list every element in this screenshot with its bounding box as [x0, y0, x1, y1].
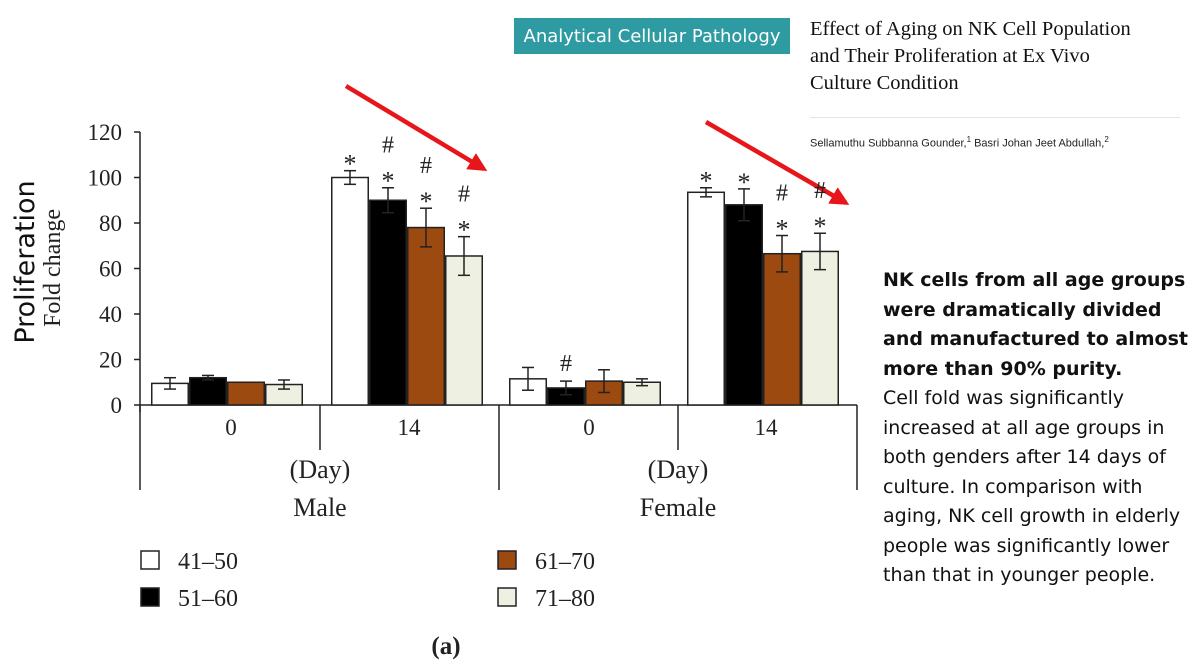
bar	[687, 191, 725, 406]
significance-mark: *	[344, 150, 357, 179]
bar	[509, 378, 547, 406]
paper-authors: Sellamuthu Subbanna Gounder,1 Basri Joha…	[810, 135, 1109, 150]
bar	[445, 255, 483, 406]
note-highlight: NK cells from all age groups were dramat…	[883, 269, 1188, 380]
bar	[407, 226, 445, 406]
x-tick-label: 0	[225, 415, 237, 440]
significance-mark: #	[814, 178, 826, 204]
x-tick-label: 0	[583, 415, 595, 440]
legend-label: 71–80	[535, 586, 595, 612]
x-tick-label: 14	[398, 415, 422, 440]
significance-mark: *	[814, 212, 827, 241]
x-tick-label: 14	[755, 415, 779, 440]
x-group-label: Male	[293, 493, 346, 522]
bar	[801, 250, 839, 406]
significance-mark: *	[776, 215, 789, 244]
paper-title: Effect of Aging on NK Cell Population an…	[810, 18, 1131, 94]
author-1: Sellamuthu Subbanna Gounder,	[810, 137, 967, 150]
x-group-label: Female	[640, 493, 717, 522]
legend-swatch	[497, 587, 517, 607]
y-tick-label: 100	[88, 166, 123, 191]
significance-mark: #	[458, 182, 470, 208]
bar	[189, 376, 227, 406]
y-axis-subtitle: Fold change	[40, 209, 66, 327]
y-tick-label: 20	[99, 348, 122, 373]
significance-mark: *	[420, 187, 433, 216]
significance-mark: *	[738, 168, 751, 197]
significance-mark: #	[776, 181, 788, 207]
journal-name: Analytical Cellular Pathology	[523, 25, 781, 47]
panel-label: (a)	[431, 633, 460, 660]
bar	[369, 199, 407, 406]
trend-arrow	[344, 84, 488, 171]
title-divider	[810, 117, 1180, 118]
trend-arrow	[704, 120, 850, 205]
y-tick-label: 40	[99, 302, 122, 327]
bar	[763, 252, 801, 406]
bar	[725, 204, 763, 406]
x-unit-label: (Day)	[290, 455, 351, 484]
author-1-affiliation: 1	[966, 135, 972, 144]
legend-label: 51–60	[178, 586, 238, 612]
significance-mark: #	[560, 351, 572, 377]
legend-label: 41–50	[178, 549, 238, 575]
y-tick-label: 120	[88, 120, 123, 145]
journal-badge: Analytical Cellular Pathology	[514, 18, 790, 54]
legend-label: 61–70	[535, 549, 595, 575]
significance-mark: #	[420, 153, 432, 179]
significance-mark: #	[382, 133, 394, 159]
author-2: Basri Johan Jeet Abdullah,	[971, 137, 1105, 150]
bar	[227, 381, 265, 406]
bar-chart: 0 20 40 60 80 100 120 Proliferation Fold change (…	[10, 84, 858, 660]
bar	[331, 176, 369, 406]
legend-swatch	[140, 587, 160, 607]
legend-swatch	[140, 550, 160, 570]
legend-swatch	[497, 550, 517, 570]
significance-mark: *	[458, 216, 471, 245]
note-body: Cell fold was significantly increased at…	[883, 387, 1181, 586]
y-tick-label: 80	[99, 211, 122, 236]
y-tick-label: 60	[99, 257, 122, 282]
x-unit-label: (Day)	[648, 455, 709, 484]
y-tick-label: 0	[111, 393, 123, 418]
y-axis-title: Proliferation	[10, 180, 41, 343]
author-2-affiliation: 2	[1104, 135, 1109, 144]
annotation-note: NK cells from all age groups were dramat…	[883, 266, 1195, 591]
significance-mark: *	[382, 167, 395, 196]
significance-mark: *	[700, 167, 713, 196]
